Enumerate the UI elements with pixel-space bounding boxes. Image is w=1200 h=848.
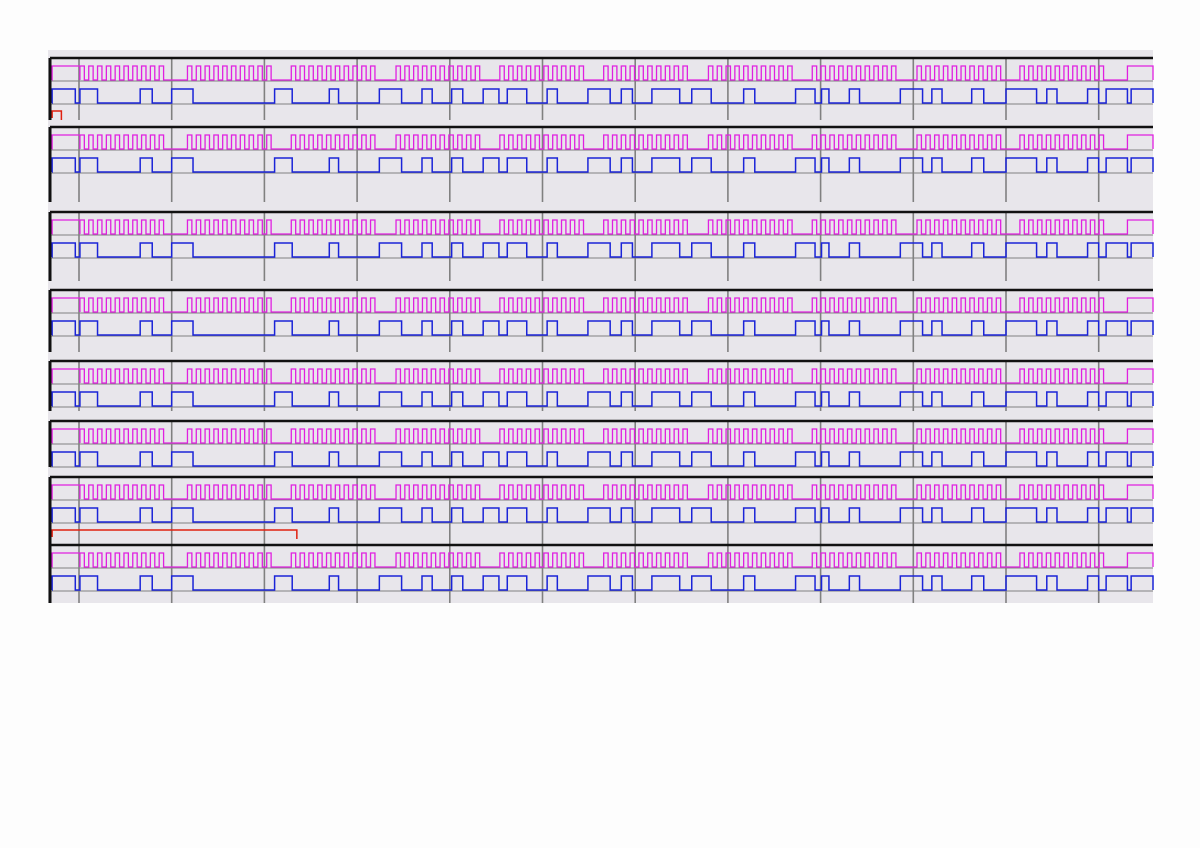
channel-b-trace: [51, 320, 1154, 336]
channel-c-trace: [51, 110, 63, 120]
channel-a-trace: [51, 484, 1154, 500]
channel-a-trace: [51, 219, 1154, 235]
channel-b-trace: [51, 575, 1154, 591]
plot-background: [48, 50, 1153, 603]
channel-b-trace: [51, 451, 1154, 467]
channel-b-trace: [51, 157, 1154, 173]
channel-b-trace: [51, 242, 1154, 258]
channel-b-trace: [51, 391, 1154, 407]
channel-c-trace: [51, 529, 298, 539]
channel-a-trace: [51, 428, 1154, 444]
channel-a-trace: [51, 65, 1154, 81]
channel-a-trace: [51, 368, 1154, 384]
channel-b-trace: [51, 88, 1154, 104]
channel-a-trace: [51, 297, 1154, 313]
channel-a-trace: [51, 134, 1154, 150]
channel-b-trace: [51, 507, 1154, 523]
channel-a-trace: [51, 552, 1154, 568]
